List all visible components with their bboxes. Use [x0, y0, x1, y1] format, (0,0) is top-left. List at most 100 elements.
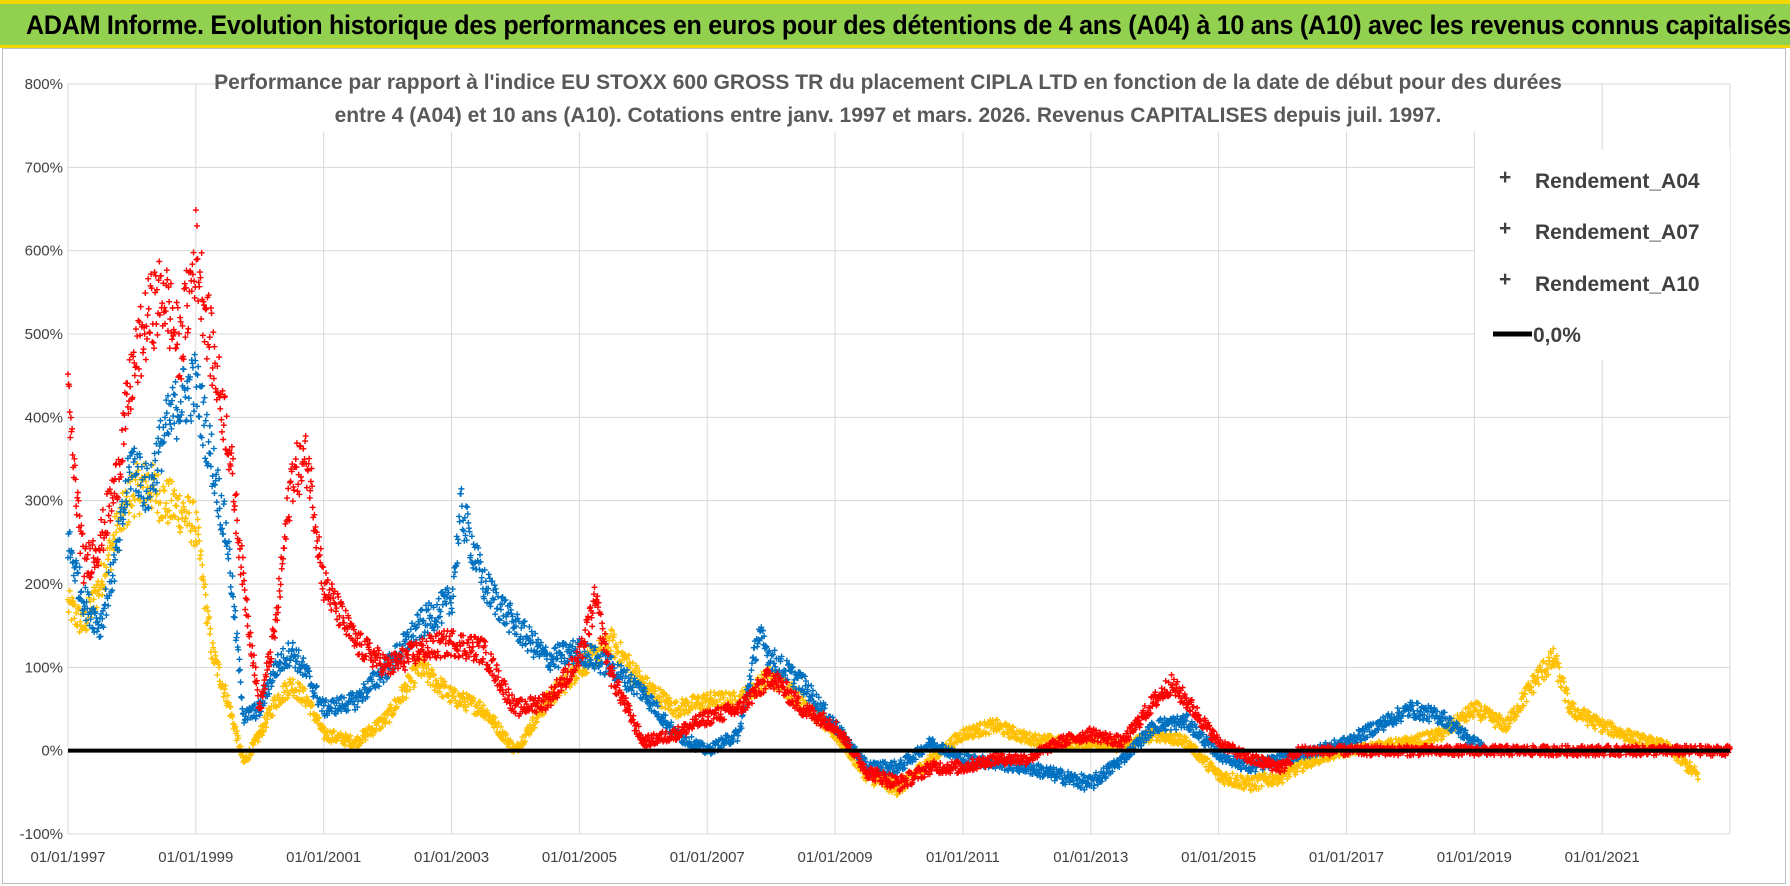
point-a04 — [71, 601, 78, 608]
y-tick-label: 300% — [25, 493, 63, 510]
point-a04 — [381, 714, 388, 721]
point-a04 — [137, 497, 144, 504]
point-a04 — [427, 673, 434, 680]
point-a04 — [206, 631, 213, 638]
point-a07 — [300, 655, 307, 662]
point-a04 — [198, 547, 205, 554]
point-a04 — [128, 502, 135, 509]
point-a04 — [406, 674, 413, 681]
point-a04 — [131, 496, 138, 503]
point-a04 — [347, 732, 354, 739]
y-axis-ticks: -100%0%100%200%300%400%500%600%700%800% — [20, 76, 63, 843]
x-tick-label: 01/01/1997 — [30, 849, 105, 866]
point-a07 — [453, 533, 460, 540]
point-a04 — [65, 609, 72, 616]
point-a07 — [225, 555, 232, 562]
header-banner: ADAM Informe. Evolution historique des p… — [0, 0, 1790, 48]
point-a04 — [309, 701, 316, 708]
point-a07 — [76, 564, 83, 571]
point-a04 — [182, 515, 189, 522]
point-a04 — [224, 692, 231, 699]
point-a04 — [166, 507, 173, 514]
point-a07 — [200, 399, 207, 406]
point-a07 — [177, 398, 184, 405]
point-a04 — [342, 742, 349, 749]
point-a04 — [105, 552, 112, 559]
point-a04 — [1154, 737, 1161, 744]
point-a07 — [111, 578, 118, 585]
point-a07 — [746, 673, 753, 680]
point-a04 — [202, 581, 209, 588]
point-a07 — [295, 653, 302, 660]
point-a07 — [407, 626, 414, 633]
point-a04 — [196, 538, 203, 545]
point-a04 — [393, 703, 400, 710]
point-a04 — [209, 655, 216, 662]
point-a07 — [169, 384, 176, 391]
point-a04 — [237, 743, 244, 750]
point-a04 — [1523, 698, 1530, 705]
point-a04 — [112, 513, 119, 520]
point-a07 — [456, 513, 463, 520]
x-tick-label: 01/01/2007 — [670, 849, 745, 866]
point-a04 — [95, 592, 102, 599]
point-a07 — [477, 551, 484, 558]
point-a04 — [414, 664, 421, 671]
point-a04 — [406, 686, 413, 693]
point-a04 — [320, 725, 327, 732]
point-a04 — [169, 478, 176, 485]
point-a04 — [113, 510, 120, 517]
point-a04 — [185, 509, 192, 516]
x-tick-label: 01/01/2013 — [1053, 849, 1128, 866]
point-a07 — [183, 417, 190, 424]
point-a07 — [458, 485, 465, 492]
x-tick-label: 01/01/2019 — [1437, 849, 1512, 866]
point-a04 — [232, 723, 239, 730]
point-a07 — [482, 578, 489, 585]
y-tick-label: 100% — [25, 659, 63, 676]
point-a07 — [1091, 782, 1098, 789]
point-a07 — [485, 571, 492, 578]
point-a04 — [259, 732, 266, 739]
point-a07 — [223, 519, 230, 526]
point-a04 — [477, 698, 484, 705]
point-a04 — [216, 664, 223, 671]
point-a07 — [232, 607, 239, 614]
point-a07 — [492, 611, 499, 618]
point-a04 — [69, 594, 76, 601]
x-tick-label: 01/01/2021 — [1565, 849, 1640, 866]
point-a04 — [289, 676, 296, 683]
point-a04 — [199, 561, 206, 568]
point-a04 — [162, 512, 169, 519]
point-a04 — [76, 605, 83, 612]
point-a04 — [229, 713, 236, 720]
point-a04 — [66, 587, 73, 594]
point-a04 — [226, 703, 233, 710]
point-a04 — [227, 704, 234, 711]
y-tick-label: 500% — [25, 326, 63, 343]
point-a07 — [463, 503, 470, 510]
point-a07 — [497, 606, 504, 613]
point-a07 — [171, 391, 178, 398]
point-a04 — [235, 735, 242, 742]
point-a07 — [208, 431, 215, 438]
point-a04 — [214, 671, 221, 678]
point-a07 — [155, 435, 162, 442]
point-a07 — [210, 445, 217, 452]
point-a07 — [218, 492, 225, 499]
point-a04 — [177, 524, 184, 531]
point-a07 — [313, 682, 320, 689]
point-a07 — [168, 425, 175, 432]
point-a04 — [165, 480, 172, 487]
point-a07 — [464, 504, 471, 511]
point-a07 — [506, 629, 513, 636]
point-a07 — [78, 588, 85, 595]
point-a04 — [423, 665, 430, 672]
point-a04 — [174, 495, 181, 502]
point-a04 — [131, 513, 138, 520]
point-a04 — [144, 484, 151, 491]
point-a04 — [204, 620, 211, 627]
point-a04 — [178, 509, 185, 516]
point-a07 — [196, 413, 203, 420]
